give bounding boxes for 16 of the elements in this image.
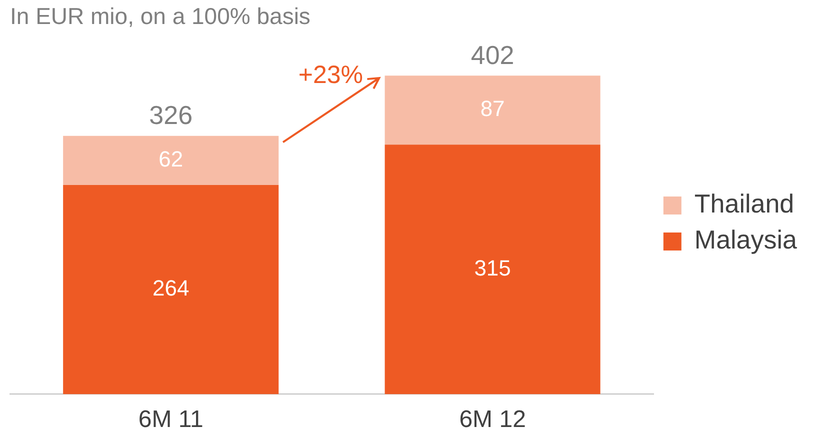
bar (384, 76, 600, 145)
x-tick-label: 6M 12 (459, 406, 526, 434)
annotation: +23% (298, 60, 364, 90)
x-tick-label: 6M 11 (138, 406, 204, 434)
legend-label: Malaysia (694, 224, 798, 255)
bar (63, 184, 279, 394)
bar (384, 144, 600, 394)
data-label: 315 (474, 255, 511, 280)
legend-label: Thailand (694, 188, 794, 219)
bar (63, 136, 279, 185)
total-label: 402 (470, 40, 514, 70)
total-label: 326 (149, 100, 193, 130)
data-label: 87 (480, 96, 505, 122)
data-label: 62 (158, 146, 184, 172)
data-label: 264 (152, 276, 190, 301)
chart-title: In EUR mio, on a 100% basis (10, 3, 310, 30)
